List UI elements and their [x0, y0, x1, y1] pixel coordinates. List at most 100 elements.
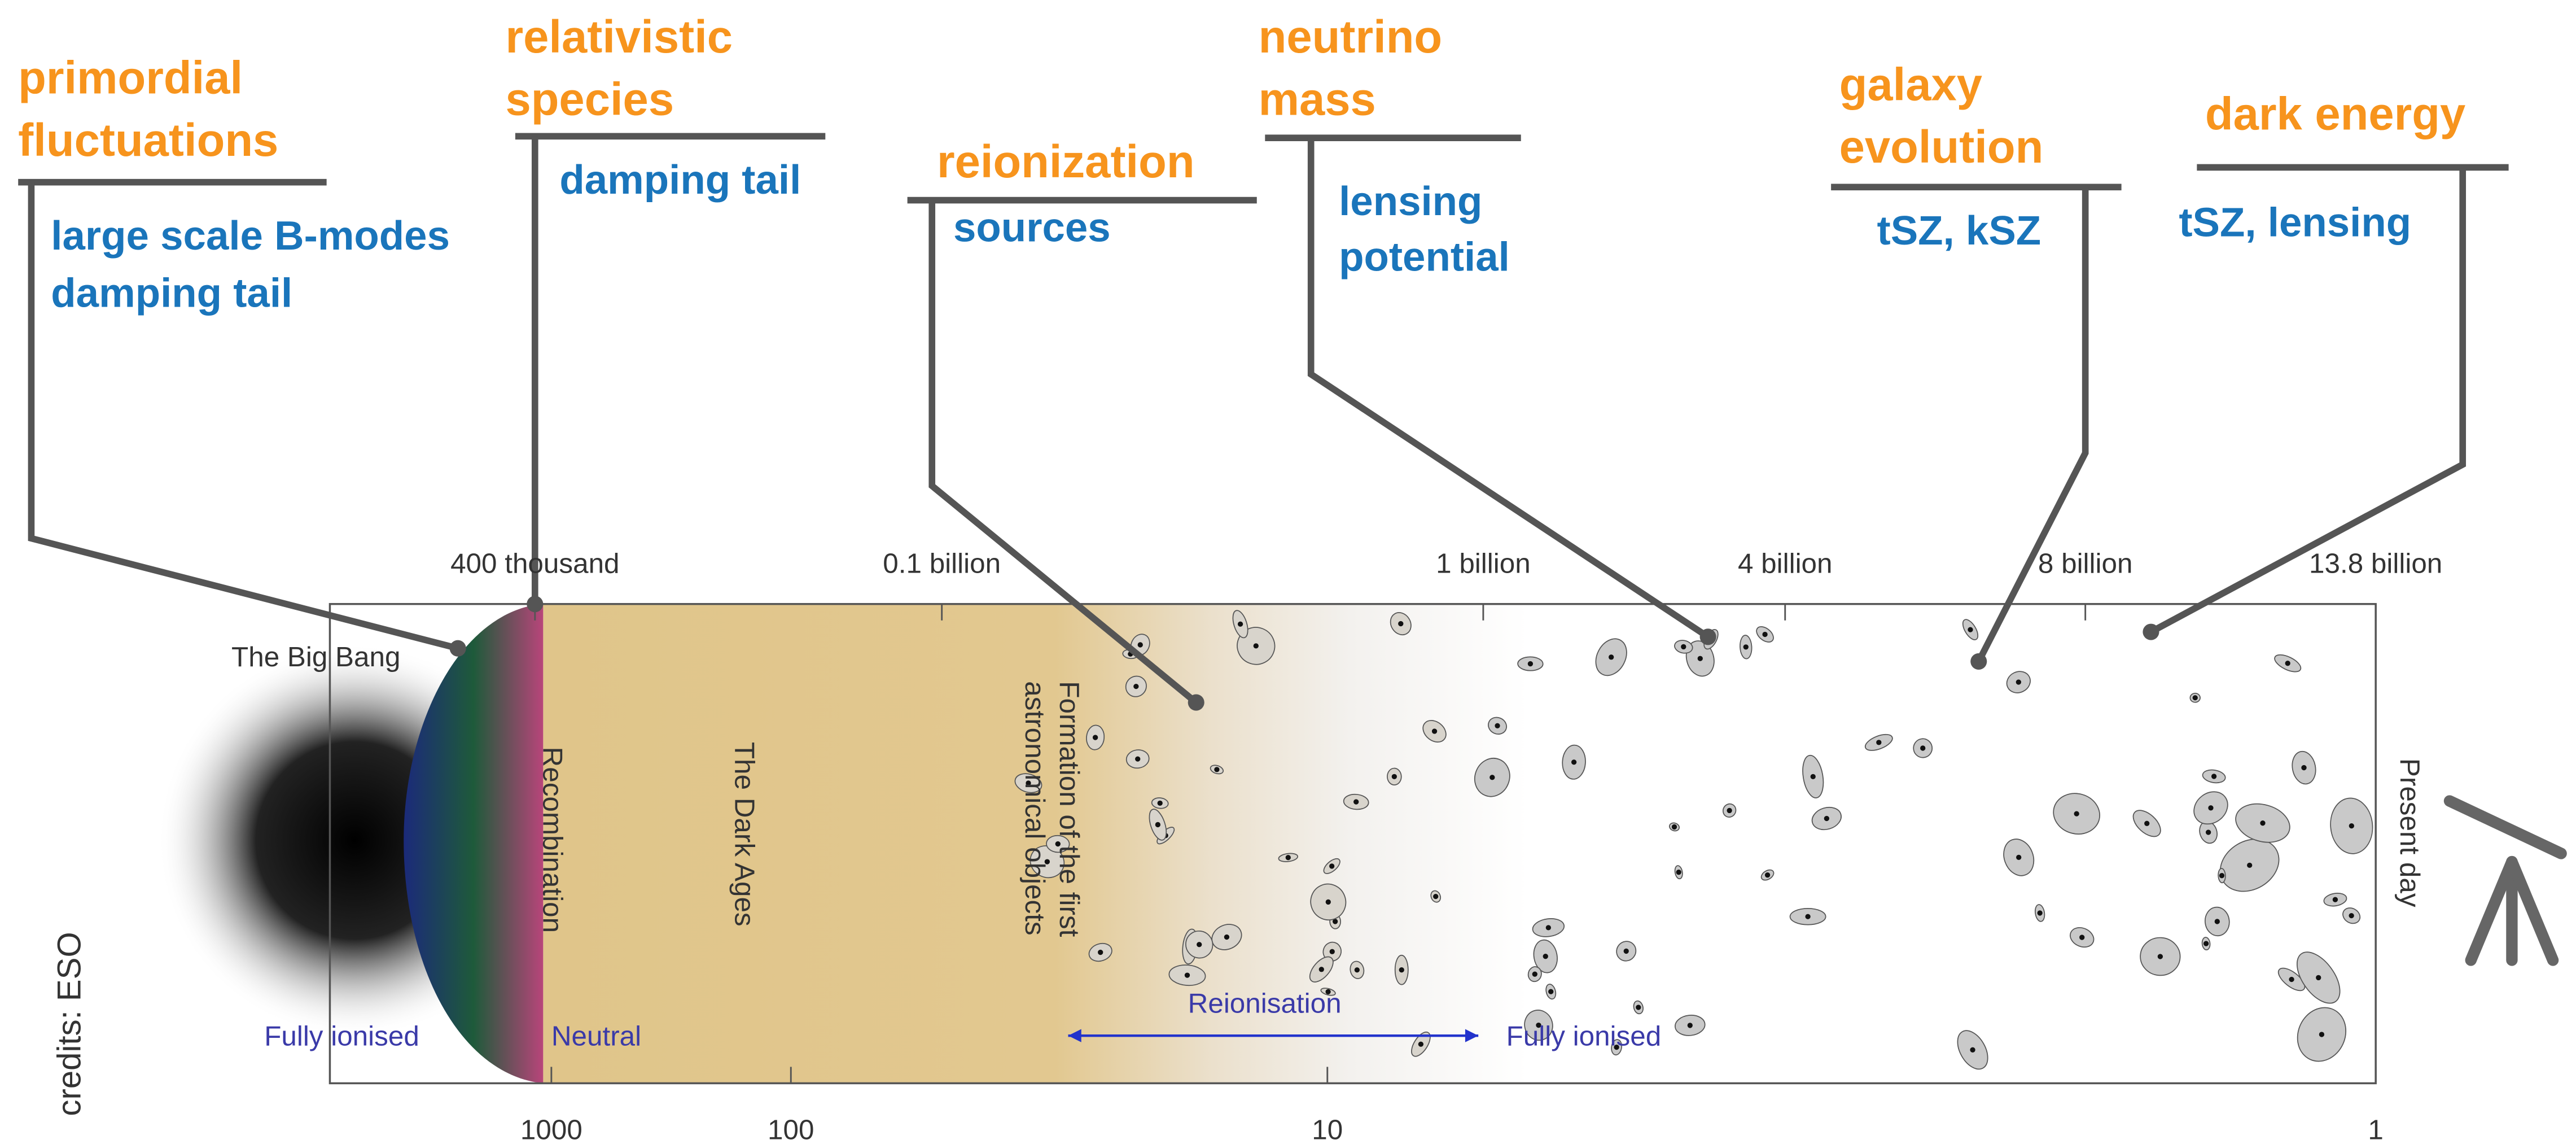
redshift-label: 100 — [768, 1114, 814, 1144]
leader-dot — [1700, 628, 1716, 645]
annotation-detail: damping tail — [51, 270, 292, 316]
galaxy-core — [2208, 805, 2213, 810]
age-label: 400 thousand — [450, 548, 619, 579]
galaxy-core — [2203, 941, 2209, 946]
age-label: 13.8 billion — [2309, 548, 2442, 579]
galaxy-core — [2285, 661, 2290, 666]
galaxy-core — [1214, 767, 1219, 772]
galaxy-core — [2144, 821, 2149, 826]
annotation-detail: lensing — [1339, 178, 1482, 224]
annotation-title: evolution — [1839, 121, 2044, 173]
era-label: Reionisation — [1188, 988, 1342, 1019]
galaxy-core — [1254, 643, 1259, 648]
galaxy-core — [1805, 914, 1810, 919]
galaxy-core — [1609, 654, 1614, 660]
galaxy-core — [1532, 972, 1537, 977]
annotation-detail: tSZ, lensing — [2179, 200, 2411, 246]
galaxy-core — [2319, 1032, 2324, 1037]
galaxy-core — [2211, 774, 2216, 779]
galaxy-core — [1970, 1047, 1975, 1053]
galaxy-core — [2016, 679, 2021, 684]
galaxy-core — [1698, 656, 1703, 661]
galaxy-core — [2301, 765, 2306, 770]
era-label: Present day — [2394, 758, 2425, 907]
page: primordialfluctuationslarge scale B-mode… — [0, 0, 2576, 1144]
galaxy-core — [1543, 954, 1548, 959]
galaxy-core — [1392, 774, 1397, 779]
annotation-title: species — [505, 73, 674, 125]
galaxy-core — [1158, 801, 1163, 806]
galaxy-core — [2219, 873, 2224, 878]
galaxy-core — [2016, 855, 2021, 860]
annotation-detail: large scale B-modes — [51, 213, 450, 259]
galaxy-core — [1765, 872, 1770, 877]
galaxy-core — [1688, 1023, 1693, 1028]
era-label: Formation of the first — [1054, 681, 1085, 937]
galaxy-core — [1571, 759, 1576, 765]
galaxy-core — [2349, 823, 2354, 828]
redshift-label: 1 — [2368, 1114, 2383, 1144]
galaxy-core — [1624, 949, 1629, 954]
galaxy-core — [1920, 745, 1925, 750]
galaxy-core — [1548, 989, 1553, 994]
galaxy-core — [1135, 756, 1140, 761]
galaxy-core — [1185, 972, 1190, 977]
galaxy-core — [1197, 942, 1202, 947]
era-label: The Dark Ages — [729, 742, 760, 927]
galaxy-core — [1098, 950, 1103, 955]
galaxy-core — [2349, 913, 2354, 918]
galaxy-core — [1528, 661, 1533, 666]
galaxy-core — [1399, 967, 1404, 972]
galaxy-core — [2079, 935, 2084, 940]
galaxy-core — [1319, 967, 1324, 972]
galaxy-core — [2193, 695, 2198, 700]
galaxy-core — [1433, 894, 1438, 899]
galaxy-core — [1093, 735, 1098, 740]
galaxy-core — [1811, 774, 1816, 779]
age-label: 1 billion — [1436, 548, 1531, 579]
age-label: 8 billion — [2038, 548, 2133, 579]
era-label: Recombination — [537, 747, 568, 933]
galaxy-core — [2074, 811, 2079, 816]
leader-line — [1979, 187, 2086, 661]
galaxy-core — [1968, 627, 1973, 632]
era-label: Fully ionised — [264, 1021, 419, 1052]
galaxy-core — [1676, 870, 1681, 875]
galaxy-core — [1155, 822, 1160, 827]
era-label: Neutral — [551, 1021, 641, 1052]
galaxy-core — [1138, 642, 1143, 647]
annotation-detail: potential — [1339, 234, 1510, 280]
galaxy-core — [1762, 632, 1767, 637]
galaxy-core — [1286, 855, 1291, 860]
galaxy-core — [2247, 863, 2252, 868]
era-label: The Big Bang — [231, 641, 400, 673]
galaxy-core — [1681, 644, 1686, 649]
age-label: 0.1 billion — [883, 548, 1001, 579]
annotation-title: mass — [1259, 73, 1376, 125]
galaxy-core — [2260, 820, 2265, 826]
annotation-detail: sources — [953, 204, 1111, 250]
annotation-title: reionization — [937, 136, 1195, 187]
galaxy-core — [1329, 863, 1334, 868]
galaxy-core — [1489, 775, 1495, 780]
redshift-label: 10 — [1312, 1114, 1343, 1144]
era-label: Fully ionised — [1506, 1021, 1662, 1052]
galaxy-core — [2037, 910, 2042, 915]
galaxy-core — [1326, 900, 1331, 905]
age-label: 4 billion — [1738, 548, 1833, 579]
annotation-title: dark energy — [2205, 89, 2465, 140]
galaxy-core — [1238, 622, 1243, 627]
redshift-label: 1000 — [520, 1114, 582, 1144]
galaxy-core — [1495, 723, 1500, 728]
galaxy-core — [1876, 740, 1881, 745]
galaxy-core — [1330, 949, 1335, 954]
diagram: primordialfluctuationslarge scale B-mode… — [0, 0, 2576, 1144]
galaxy-core — [2333, 897, 2338, 902]
galaxy-core — [1672, 824, 1677, 829]
era-label: astronomical objects — [1019, 681, 1050, 935]
leader-dot — [1188, 695, 1204, 711]
leader-dot — [1970, 653, 1987, 670]
annotation-title: fluctuations — [18, 115, 278, 166]
annotation-title: relativistic — [505, 11, 733, 63]
galaxy-core — [2206, 829, 2211, 835]
